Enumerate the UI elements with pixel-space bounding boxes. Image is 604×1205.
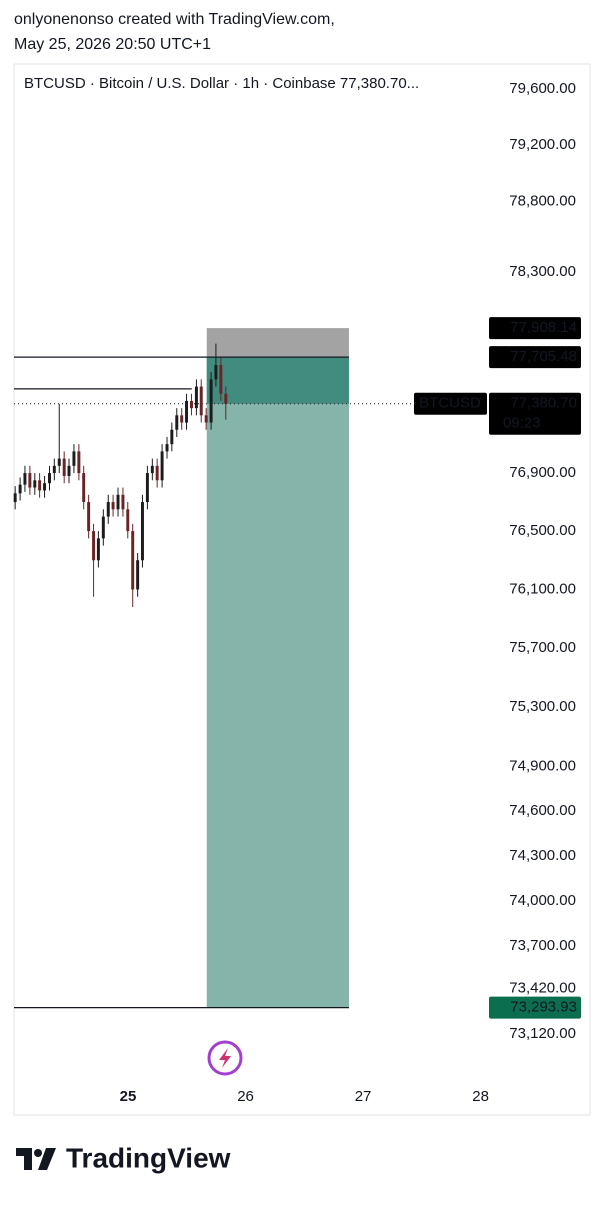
target-label-bg [489, 996, 581, 1019]
y-tick-label: 73,700.00 [509, 937, 576, 954]
stop-label: 77,908.14 [510, 319, 577, 336]
y-tick-label: 75,300.00 [509, 698, 576, 715]
candle-body [204, 415, 208, 423]
candle-body [96, 538, 100, 561]
candle-body [140, 502, 144, 561]
entry-label: 77,705.48 [510, 348, 577, 365]
plot: 79,600.00 79,200.00 78,800.00 78,300.00 76,9… [13, 80, 581, 1105]
candle-body [82, 473, 86, 503]
symbol-tag-bg [414, 392, 487, 415]
candle-body [28, 473, 32, 488]
candle-body [18, 484, 22, 494]
candle-body [155, 465, 159, 481]
candle-body [175, 415, 179, 430]
candle-body [136, 560, 140, 590]
y-tick-label: 74,900.00 [509, 757, 576, 774]
candle-body [106, 502, 110, 517]
stop-label-bg [489, 317, 581, 340]
y-tick-label: 79,200.00 [509, 136, 576, 153]
y-tick-label: 76,100.00 [509, 580, 576, 597]
candle-body [38, 480, 42, 491]
y-tick-label: 73,420.00 [509, 979, 576, 996]
y-tick-label: 76,500.00 [509, 522, 576, 539]
x-tick-label: 27 [355, 1088, 372, 1105]
candle-body [131, 531, 135, 590]
candle-body [209, 379, 213, 423]
candle-body [170, 429, 174, 445]
last-price-label-bg [489, 392, 581, 435]
y-tick-label: 73,120.00 [509, 1025, 576, 1042]
x-tick-label: 25 [120, 1088, 137, 1105]
candle-body [214, 365, 218, 380]
countdown: 09:23 [503, 415, 541, 432]
x-tick-label: 26 [237, 1088, 254, 1105]
candle-body [57, 458, 61, 466]
candle-body [145, 473, 149, 503]
candle-body [13, 493, 17, 503]
brand-name: TradingView [66, 1142, 231, 1173]
chart-title: BTCUSD · Bitcoin / U.S. Dollar · 1h · Co… [24, 75, 419, 92]
x-tick-label: 28 [472, 1088, 489, 1105]
candle-body [189, 400, 193, 409]
candle-body [126, 509, 130, 532]
candle-body [52, 465, 56, 474]
candle-body [194, 386, 198, 409]
candle-body [185, 400, 189, 423]
candle-body [199, 386, 203, 416]
candle-body [62, 458, 66, 476]
y-tick-label: 76,900.00 [509, 464, 576, 481]
author-line: onlyonenonso created with TradingView.co… [14, 11, 335, 28]
candle-body [87, 502, 91, 532]
entry-label-bg [489, 346, 581, 369]
date-line: May 25, 2026 20:50 UTC+1 [14, 36, 211, 53]
candle-body [101, 516, 105, 539]
y-tick-label: 74,600.00 [509, 802, 576, 819]
stop-zone [206, 328, 349, 358]
last-price-label: 77,380.70 [510, 395, 577, 412]
brand-logo [16, 1148, 56, 1170]
candle-body [23, 473, 27, 485]
symbol-tag: BTCUSD [419, 395, 481, 412]
candle-body [43, 483, 47, 491]
target-label: 73,293.93 [510, 999, 577, 1016]
candle-body [92, 531, 96, 561]
candle-body [180, 415, 184, 423]
candle-body [77, 451, 81, 474]
y-tick-label: 78,300.00 [509, 263, 576, 280]
candle-body [160, 451, 164, 481]
candle-body [111, 502, 115, 510]
candle-body [116, 494, 120, 510]
y-tick-label: 79,600.00 [509, 80, 576, 97]
y-tick-label: 74,300.00 [509, 847, 576, 864]
candle-body [165, 444, 169, 452]
candle-body [67, 465, 71, 476]
target-zone [206, 357, 349, 1008]
candle-body [219, 365, 223, 394]
chart-frame [13, 63, 591, 1116]
open-profit-zone [206, 357, 349, 404]
y-tick-label: 78,800.00 [509, 192, 576, 209]
y-tick-label: 75,700.00 [509, 639, 576, 656]
candle-body [121, 494, 125, 510]
candle-body [224, 393, 228, 404]
lightning-icon [207, 1040, 243, 1076]
candle-body [48, 473, 51, 484]
candle-body [33, 480, 37, 488]
candle-body [150, 465, 154, 474]
y-tick-label: 74,000.00 [509, 892, 576, 909]
candle-body [72, 451, 76, 466]
